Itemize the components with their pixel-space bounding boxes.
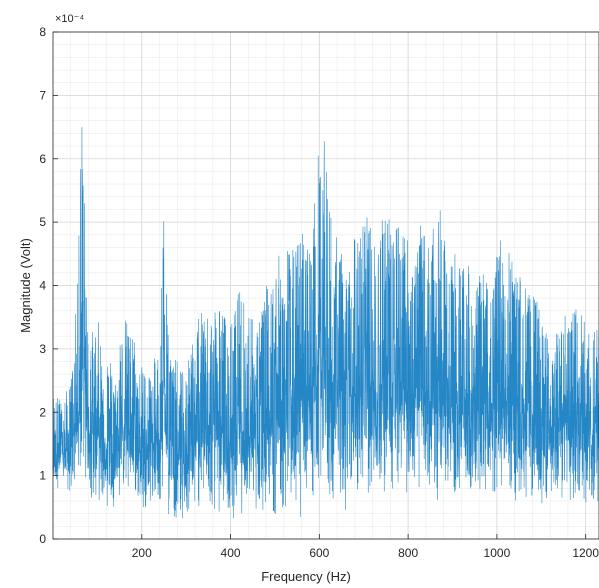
- y-exponent-label: ×10⁻⁴: [55, 13, 84, 25]
- x-ticks: 200 400 600 800 1000 1200: [132, 534, 599, 560]
- y-tick-label: 0: [39, 532, 46, 546]
- x-tick-label: 200: [132, 546, 152, 560]
- y-tick-label: 4: [39, 279, 46, 293]
- y-tick-label: 2: [39, 405, 46, 419]
- y-tick-label: 6: [39, 152, 46, 166]
- y-tick-label: 1: [39, 469, 46, 483]
- x-tick-label: 400: [221, 546, 241, 560]
- x-tick-label: 600: [309, 546, 329, 560]
- y-axis-label: Magnitude (Volt): [18, 238, 33, 333]
- y-ticks: 0 1 2 3 4 5 6 7 8: [39, 25, 58, 546]
- y-tick-label: 5: [39, 215, 46, 229]
- series-line: [52, 127, 599, 519]
- x-tick-label: 800: [398, 546, 418, 560]
- x-axis-label: Frequency (Hz): [261, 569, 351, 584]
- x-tick-label: 1000: [484, 546, 511, 560]
- y-tick-label: 3: [39, 342, 46, 356]
- x-tick-label: 1200: [572, 546, 599, 560]
- y-tick-label: 8: [39, 25, 46, 39]
- y-tick-label: 7: [39, 88, 46, 102]
- data-series: [52, 127, 599, 519]
